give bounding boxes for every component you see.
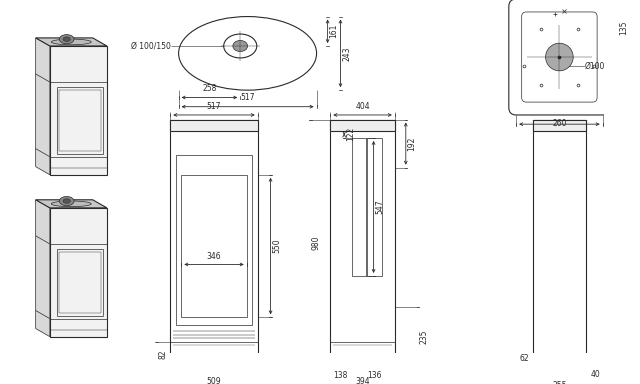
Text: 550: 550: [273, 239, 282, 253]
Ellipse shape: [233, 40, 248, 51]
Text: 136: 136: [367, 371, 382, 380]
Text: 122: 122: [346, 127, 355, 141]
Polygon shape: [36, 200, 50, 337]
Text: Ø 100/150: Ø 100/150: [131, 41, 172, 50]
Text: 40: 40: [591, 370, 600, 379]
Bar: [170, 119, 258, 131]
Polygon shape: [50, 46, 107, 175]
Text: 980: 980: [312, 235, 321, 250]
Text: 235: 235: [420, 329, 429, 344]
Text: 135: 135: [619, 21, 628, 35]
Text: 260: 260: [552, 119, 566, 128]
Circle shape: [546, 43, 573, 71]
Ellipse shape: [223, 34, 257, 58]
Text: 82: 82: [158, 349, 168, 359]
Text: 258: 258: [202, 84, 216, 93]
Polygon shape: [36, 200, 107, 208]
Ellipse shape: [60, 197, 74, 206]
Bar: [367, 138, 382, 276]
Bar: [532, 119, 586, 366]
Text: 517: 517: [207, 102, 221, 111]
Ellipse shape: [60, 35, 74, 44]
Ellipse shape: [51, 201, 92, 207]
FancyBboxPatch shape: [509, 0, 610, 115]
Text: 346: 346: [207, 252, 221, 261]
Ellipse shape: [51, 39, 92, 45]
Text: 161: 161: [330, 24, 339, 38]
Bar: [176, 154, 252, 325]
Ellipse shape: [179, 17, 317, 90]
Bar: [532, 119, 586, 131]
Text: 404: 404: [355, 102, 370, 111]
Polygon shape: [50, 208, 107, 337]
Text: 547: 547: [376, 200, 385, 214]
Text: 255: 255: [552, 381, 566, 384]
Text: 243: 243: [342, 46, 351, 61]
Bar: [170, 119, 258, 366]
Bar: [351, 138, 366, 276]
Text: 138: 138: [333, 371, 348, 380]
Text: Ø100: Ø100: [585, 62, 605, 71]
Ellipse shape: [63, 37, 70, 41]
Text: 517: 517: [241, 93, 255, 102]
Text: 394: 394: [355, 377, 370, 384]
Polygon shape: [36, 38, 107, 46]
Bar: [330, 119, 395, 131]
Text: 509: 509: [207, 377, 221, 384]
Bar: [181, 175, 246, 317]
Ellipse shape: [63, 199, 70, 204]
Polygon shape: [36, 38, 50, 175]
Text: 62: 62: [520, 354, 529, 363]
Text: 192: 192: [408, 136, 417, 151]
Bar: [330, 119, 395, 366]
